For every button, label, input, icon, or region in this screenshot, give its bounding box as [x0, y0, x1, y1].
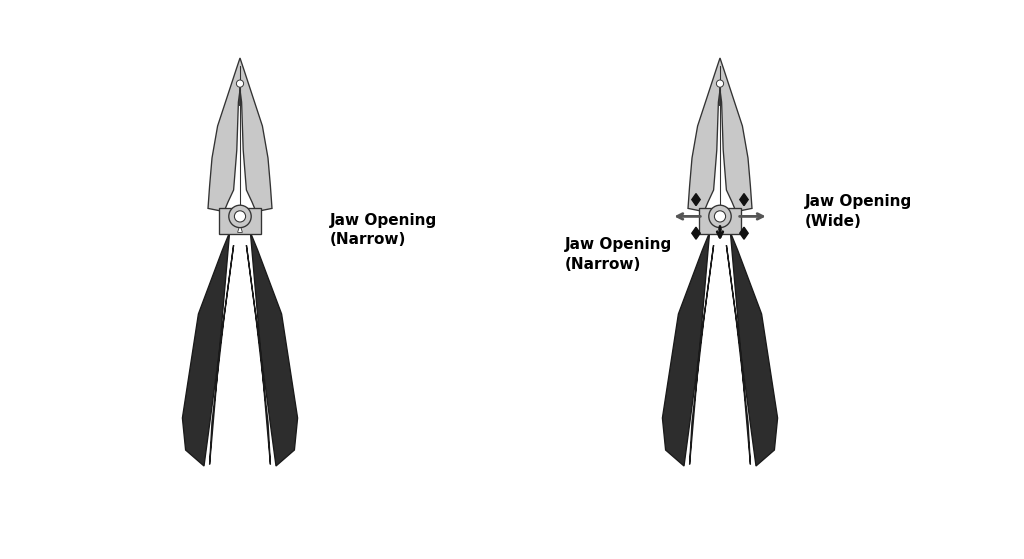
- Polygon shape: [739, 193, 749, 206]
- Polygon shape: [688, 58, 752, 212]
- Text: Jaw Opening
(Narrow): Jaw Opening (Narrow): [330, 212, 437, 248]
- Circle shape: [715, 211, 726, 222]
- Polygon shape: [692, 193, 700, 206]
- Circle shape: [717, 80, 724, 87]
- Polygon shape: [208, 58, 272, 212]
- Text: Jaw Opening
(Wide): Jaw Opening (Wide): [805, 194, 912, 229]
- Polygon shape: [182, 233, 233, 466]
- Polygon shape: [726, 233, 777, 466]
- Polygon shape: [247, 233, 298, 466]
- Polygon shape: [692, 227, 700, 239]
- Text: Jaw Opening
(Narrow): Jaw Opening (Narrow): [565, 237, 672, 272]
- Circle shape: [228, 205, 251, 228]
- Polygon shape: [238, 224, 243, 233]
- Polygon shape: [718, 224, 722, 233]
- Circle shape: [709, 205, 731, 228]
- Circle shape: [237, 80, 244, 87]
- FancyBboxPatch shape: [699, 209, 740, 234]
- Circle shape: [234, 211, 246, 222]
- Polygon shape: [663, 233, 714, 466]
- Polygon shape: [739, 227, 749, 239]
- FancyBboxPatch shape: [219, 209, 261, 234]
